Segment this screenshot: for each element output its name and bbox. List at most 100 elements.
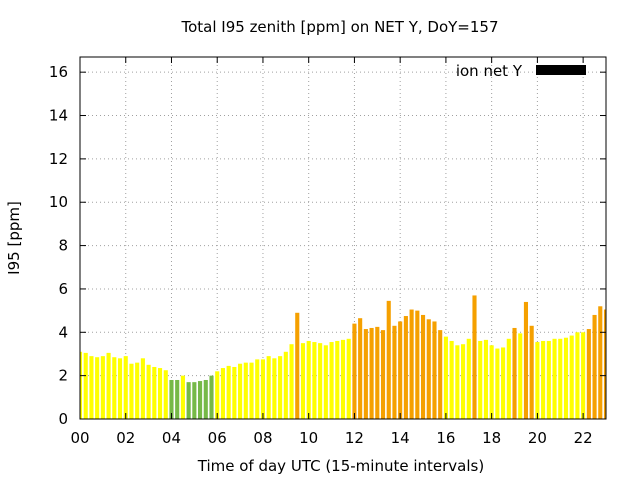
x-tick-label: 20 <box>528 429 547 447</box>
y-tick-label: 10 <box>49 193 68 211</box>
bar <box>318 343 323 419</box>
bar <box>175 379 180 419</box>
bar <box>443 336 448 419</box>
bar <box>300 343 306 419</box>
bar <box>135 362 140 419</box>
bar <box>323 345 328 419</box>
bar <box>518 333 523 419</box>
bar <box>95 357 100 419</box>
bar <box>409 309 414 419</box>
bar <box>592 314 597 419</box>
bar <box>449 340 454 419</box>
x-tick-label: 02 <box>116 429 135 447</box>
bar <box>209 375 214 419</box>
y-tick-label: 0 <box>58 410 68 428</box>
legend: ion net Y <box>456 62 586 80</box>
bar <box>380 330 386 419</box>
bar <box>415 310 420 419</box>
bar <box>398 321 403 419</box>
bar <box>369 327 374 419</box>
bar <box>386 300 391 419</box>
bar <box>541 340 546 419</box>
bar <box>546 340 551 419</box>
bar <box>375 326 380 419</box>
bar <box>215 371 220 419</box>
bar <box>501 347 506 419</box>
bar <box>192 382 197 419</box>
bar <box>466 338 471 419</box>
bar <box>295 312 300 419</box>
bar <box>432 321 437 419</box>
bar <box>100 356 105 419</box>
bar <box>140 358 145 419</box>
bar <box>272 358 277 419</box>
bar <box>117 358 123 419</box>
bar <box>80 351 83 419</box>
bars <box>80 295 606 419</box>
bar <box>169 379 174 419</box>
bar <box>529 325 534 419</box>
x-tick-label: 14 <box>391 429 410 447</box>
bar <box>438 330 443 419</box>
y-tick-label: 12 <box>49 150 68 168</box>
x-tick-label: 16 <box>436 429 455 447</box>
y-tick-label: 6 <box>58 280 68 298</box>
bar <box>340 339 346 419</box>
x-tick-label: 00 <box>70 429 89 447</box>
bar <box>363 329 368 419</box>
bar <box>152 366 157 419</box>
bar <box>472 295 477 419</box>
bar <box>358 318 363 419</box>
x-tick-label: 06 <box>208 429 227 447</box>
bar <box>112 357 117 419</box>
bar <box>226 365 231 419</box>
y-tick-label: 2 <box>58 367 68 385</box>
bar <box>575 332 580 419</box>
bar <box>523 301 529 419</box>
y-tick-label: 8 <box>58 237 68 255</box>
bar <box>506 338 511 419</box>
bar <box>455 345 460 419</box>
bar <box>335 340 340 419</box>
y-tick-label: 4 <box>58 323 68 341</box>
x-tick-label: 12 <box>345 429 364 447</box>
bar <box>392 325 397 419</box>
bar <box>535 342 540 419</box>
bar <box>123 356 128 419</box>
bar <box>106 352 111 419</box>
bar <box>461 344 466 419</box>
y-axis-label: I95 [ppm] <box>5 201 23 275</box>
bar <box>146 364 151 419</box>
bar <box>163 370 168 419</box>
bar <box>306 340 311 419</box>
bar <box>232 366 237 419</box>
bar <box>157 368 163 419</box>
bar <box>552 338 557 419</box>
bar <box>180 375 185 419</box>
x-tick-label: 08 <box>253 429 272 447</box>
bar <box>312 342 317 419</box>
bar <box>563 337 569 419</box>
bar <box>426 319 431 419</box>
bar <box>238 363 243 419</box>
bar <box>129 363 134 419</box>
bar <box>89 356 94 419</box>
x-tick-label: 04 <box>162 429 181 447</box>
bar <box>243 362 248 419</box>
x-axis-label: Time of day UTC (15-minute intervals) <box>197 457 484 475</box>
bar <box>266 356 271 419</box>
bar <box>346 338 351 419</box>
bar <box>603 309 606 419</box>
bar <box>495 348 500 419</box>
bar <box>420 314 426 419</box>
legend-label: ion net Y <box>456 62 523 80</box>
bar <box>255 359 260 419</box>
bar <box>512 327 517 419</box>
bar <box>586 329 591 419</box>
bar <box>260 359 266 419</box>
bar <box>403 316 408 419</box>
bar <box>352 323 357 419</box>
bar <box>329 342 334 419</box>
